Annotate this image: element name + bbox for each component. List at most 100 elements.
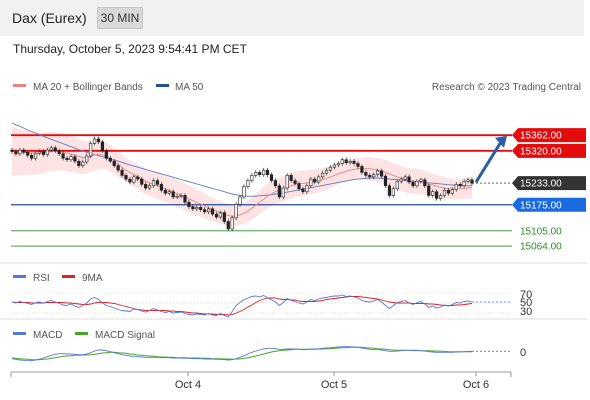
candle-body xyxy=(167,191,171,194)
candle-body xyxy=(285,175,289,189)
rsi-tick-70: 70 xyxy=(520,289,532,301)
bollinger-band xyxy=(12,127,472,227)
candle-body xyxy=(246,180,250,187)
candle-body xyxy=(222,212,226,222)
candle-body xyxy=(446,189,451,194)
candle-body xyxy=(273,180,278,187)
candle-body xyxy=(442,189,447,196)
candle-body xyxy=(234,204,238,219)
instrument-title: Dax (Eurex) xyxy=(12,10,87,26)
candle-body xyxy=(155,180,160,185)
candle-body xyxy=(195,207,199,210)
candle-body xyxy=(454,184,458,190)
candle-body xyxy=(45,149,49,155)
candle-body xyxy=(348,160,352,164)
candle-body xyxy=(53,147,57,152)
candle-body xyxy=(214,213,219,218)
price-tag-bg-1 xyxy=(512,143,586,158)
price-tag-bg-0 xyxy=(512,128,586,143)
candle-body xyxy=(175,195,179,198)
candle-body xyxy=(368,175,372,178)
ma50-legend-swatch xyxy=(156,84,169,87)
legend-ma50: MA 50 xyxy=(175,82,204,93)
candle-body xyxy=(159,184,164,191)
candle-body xyxy=(403,176,407,180)
candle-body xyxy=(238,196,242,205)
candle-body xyxy=(269,174,274,181)
ma20-legend-swatch xyxy=(13,84,26,87)
candle-body xyxy=(317,176,321,183)
rsi-legend-swatch xyxy=(13,275,26,278)
macd-signal-legend-swatch xyxy=(75,332,88,335)
price-tag-label-2: 15233.00 xyxy=(520,179,562,190)
candle-body xyxy=(352,160,356,164)
candle-body xyxy=(61,153,65,159)
candle-body xyxy=(376,170,380,175)
candle-body xyxy=(10,149,14,152)
candle-body xyxy=(289,175,293,181)
macd-signal-line xyxy=(11,346,472,361)
x-tick-oct5: Oct 5 xyxy=(321,379,347,391)
target-arrow-shaft xyxy=(474,141,503,183)
legend-ma20: MA 20 + Bollinger Bands xyxy=(33,82,143,93)
candle-body xyxy=(18,149,22,155)
candle-body xyxy=(340,159,344,164)
candle-body xyxy=(30,154,34,159)
candle-body xyxy=(383,175,388,187)
price-tag-bg-2 xyxy=(512,176,586,191)
candle-body xyxy=(332,164,336,168)
candle-body xyxy=(33,152,38,159)
legend-rsi-ma: 9MA xyxy=(82,273,103,284)
candle-body xyxy=(265,169,270,175)
candle-body xyxy=(116,165,120,171)
candle-body xyxy=(171,191,175,198)
candle-body xyxy=(49,147,53,151)
candle-body xyxy=(313,178,317,183)
candle-body xyxy=(148,185,152,189)
candle-body xyxy=(73,156,77,162)
candle-body xyxy=(320,172,325,178)
x-tick-oct4: Oct 4 xyxy=(175,379,201,391)
candle-body xyxy=(254,172,258,176)
candle-body xyxy=(372,174,376,178)
candle-body xyxy=(191,206,195,210)
candle-body xyxy=(281,187,285,198)
candle-body xyxy=(151,180,156,187)
macd-panel xyxy=(11,346,512,362)
copyright: Research © 2023 Trading Central xyxy=(432,82,581,93)
candle-body xyxy=(124,175,128,180)
candle-body xyxy=(14,151,18,155)
candle-body xyxy=(344,159,348,164)
candle-body xyxy=(136,176,140,180)
candle-body xyxy=(364,172,368,176)
rsi-line xyxy=(11,294,473,318)
interval-button[interactable]: 30 MIN xyxy=(97,7,143,29)
candle-body xyxy=(218,212,222,218)
candle-body xyxy=(163,189,167,194)
candle-body xyxy=(104,150,108,159)
candle-body xyxy=(81,161,85,166)
candle-body xyxy=(179,195,183,197)
candle-body xyxy=(435,191,439,199)
candle-body xyxy=(277,185,281,198)
macd-tick-0: 0 xyxy=(520,347,526,359)
candle-body xyxy=(187,201,191,207)
candle-body xyxy=(210,208,215,215)
candle-body xyxy=(183,195,187,203)
x-tick-oct6: Oct 6 xyxy=(463,379,489,391)
candle-body xyxy=(356,163,360,167)
candle-body xyxy=(89,143,93,157)
rsi-tick-30: 30 xyxy=(520,306,532,318)
candle-body xyxy=(438,195,443,199)
ma20-line xyxy=(12,151,473,217)
candle-body xyxy=(144,184,148,189)
rsi-ma-line xyxy=(11,296,473,316)
candle-body xyxy=(37,151,42,154)
candle-body xyxy=(391,188,395,196)
candle-body xyxy=(262,169,266,175)
candle-body xyxy=(419,179,423,182)
candle-body xyxy=(297,183,301,190)
price-tag-label-1: 15320.00 xyxy=(520,146,562,157)
candle-body xyxy=(100,141,105,152)
